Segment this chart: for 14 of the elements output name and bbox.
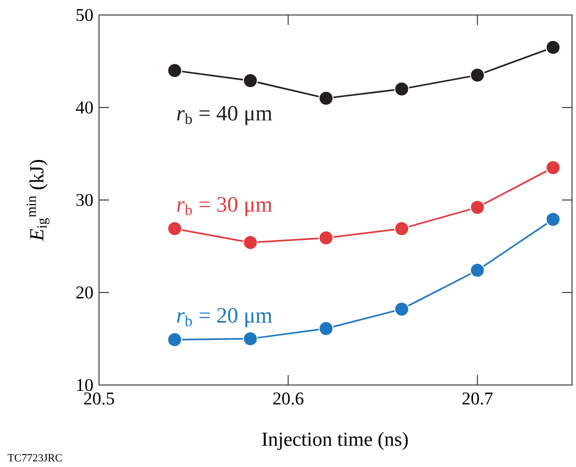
y-tick-label: 30: [76, 194, 93, 206]
y-axis-title: E$_{ig}$$^{min}$ (kJ): [26, 160, 50, 242]
y-tick-label: 10: [77, 378, 93, 392]
series-label: r$_{b}$ = 30 μm: [177, 197, 272, 216]
y-tick-label: 20: [76, 286, 93, 299]
series-label: r$_{b}$ = 40 μm: [177, 106, 272, 126]
x-axis-title: Injection time (ns): [262, 432, 408, 450]
x-tick-label: 20.6: [273, 392, 304, 405]
x-tick-label: 20.7: [462, 392, 493, 405]
text: TC7723JRC: [8, 454, 62, 462]
x-tick-label: 20.5: [84, 392, 114, 405]
y-tick-label: 50: [76, 8, 93, 22]
series-label: r$_{b}$ = 20 μm: [177, 308, 272, 328]
y-tick-label: 40: [76, 101, 93, 114]
